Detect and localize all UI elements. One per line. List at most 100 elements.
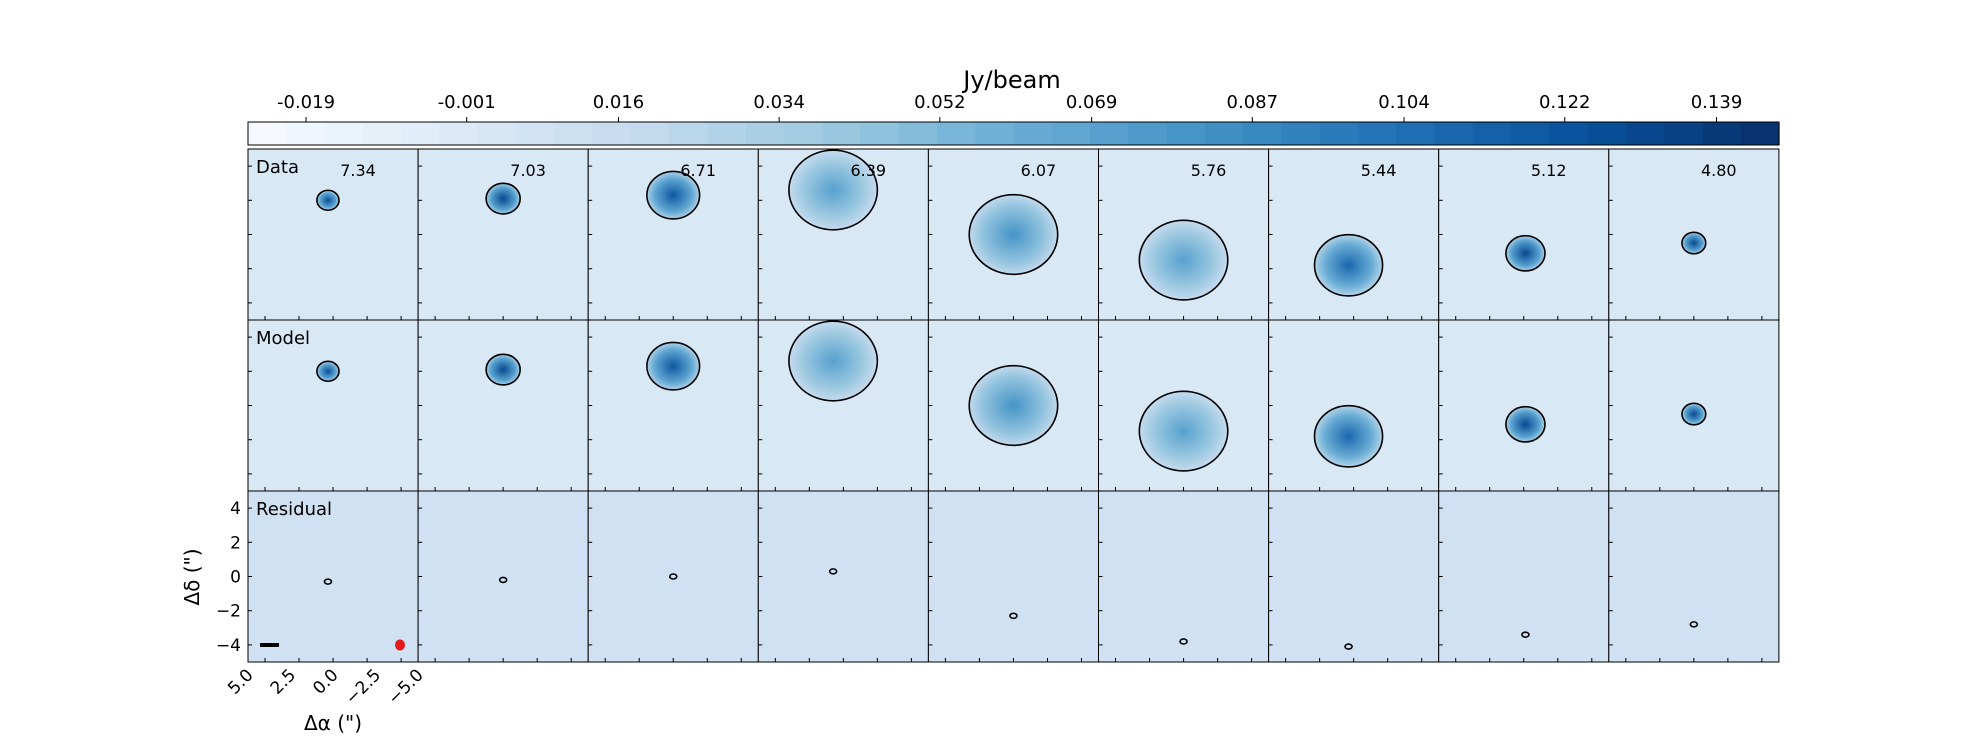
colorbar-level xyxy=(1166,122,1206,145)
colorbar-tick-label: -0.001 xyxy=(438,92,496,113)
channel-panel xyxy=(1438,490,1610,663)
colorbar-level xyxy=(477,122,517,145)
panel-background xyxy=(928,491,1099,662)
panel-background xyxy=(248,320,419,491)
colorbar-level xyxy=(1664,122,1704,145)
emission-blob xyxy=(646,342,700,390)
contour xyxy=(646,170,701,220)
x-tick-label: 0.0 xyxy=(309,665,342,698)
colorbar-level xyxy=(1587,122,1627,145)
panel-background xyxy=(418,320,589,491)
velocity-label: 5.44 xyxy=(1361,161,1397,180)
x-tick-label: −2.5 xyxy=(342,665,385,708)
colorbar-tick-label: 0.104 xyxy=(1378,92,1430,113)
velocity-label: 4.80 xyxy=(1701,161,1737,180)
channel-panel xyxy=(1268,148,1440,321)
panel-background xyxy=(1268,491,1439,662)
colorbar-level xyxy=(286,122,326,145)
channel-panel xyxy=(1268,490,1440,663)
emission-blob xyxy=(1681,232,1706,254)
colorbar-tick-label: 0.069 xyxy=(1066,92,1118,113)
colorbar-level xyxy=(1128,122,1168,145)
colorbar-level xyxy=(1511,122,1550,145)
contour xyxy=(1138,390,1229,472)
colorbar: Jy/beam -0.019 -0.001 0.016 0.034 0.052 0.069… xyxy=(247,66,1780,146)
contour xyxy=(646,341,701,391)
colorbar-level xyxy=(1625,122,1665,145)
contour xyxy=(316,360,340,383)
colorbar-level xyxy=(1243,122,1283,145)
channel-panel xyxy=(1438,319,1610,492)
colorbar-frame xyxy=(247,121,1780,146)
channel-panel xyxy=(417,148,589,321)
panel-background xyxy=(588,491,759,662)
velocity-labels: 7.34 7.03 6.71 6.39 6.07 5.76 5.44 5.12 4.80 xyxy=(340,161,1736,180)
colorbar-tick-label: 0.122 xyxy=(1539,92,1591,113)
x-tick-label: −5.0 xyxy=(384,665,427,708)
emission-blob xyxy=(969,365,1058,446)
colorbar-level xyxy=(1357,122,1397,145)
contour xyxy=(316,189,340,212)
contour xyxy=(788,320,879,402)
emission-blob xyxy=(486,183,521,214)
contour xyxy=(1313,404,1384,468)
velocity-label: 6.71 xyxy=(680,161,716,180)
y-tick-label: 2 xyxy=(230,533,241,553)
emission-blob xyxy=(788,321,878,401)
colorbar-level xyxy=(1702,122,1742,145)
colorbar-level xyxy=(1549,122,1589,145)
channel-panel xyxy=(757,490,929,663)
channel-panel xyxy=(927,490,1100,663)
colorbar-tick-labels: -0.019 -0.001 0.016 0.034 0.052 0.069 0.087 0.1… xyxy=(277,92,1742,122)
colorbar-level xyxy=(975,122,1015,145)
residual-contour xyxy=(1344,643,1353,650)
channel-panel xyxy=(417,319,589,492)
contour xyxy=(485,353,521,386)
colorbar-level xyxy=(1013,122,1053,145)
y-axis-label: Δδ (") xyxy=(180,548,204,605)
panel-background xyxy=(418,491,589,662)
colorbar-level xyxy=(248,122,287,145)
contour xyxy=(1505,405,1546,443)
channel-panel xyxy=(587,148,759,321)
colorbar-level xyxy=(362,122,402,145)
velocity-label: 7.34 xyxy=(340,161,376,180)
colorbar-level xyxy=(707,122,747,145)
panel-background xyxy=(1608,491,1779,662)
channel-panel xyxy=(1608,148,1780,321)
x-axis-label: Δα (") xyxy=(304,711,362,735)
colorbar-level xyxy=(1090,122,1129,145)
colorbar-level xyxy=(822,122,861,145)
panel-background xyxy=(758,491,929,662)
channel-panel xyxy=(927,148,1100,321)
row-label-residual: Residual xyxy=(256,499,332,520)
panel-background xyxy=(418,149,589,320)
colorbar-level xyxy=(1281,122,1321,145)
colorbar-level xyxy=(401,122,440,145)
y-tick-label: 0 xyxy=(230,568,241,588)
channel-panel xyxy=(1098,148,1270,321)
channel-panel xyxy=(587,490,759,663)
channel-panel xyxy=(1268,319,1440,492)
colorbar-tick-label: 0.052 xyxy=(914,92,966,113)
emission-blob xyxy=(316,190,340,211)
channel-panel xyxy=(927,319,1100,492)
row-label-data: Data xyxy=(256,157,299,178)
colorbar-gradient xyxy=(248,122,1780,145)
residual-contour xyxy=(498,576,508,584)
emission-blob xyxy=(1314,405,1383,467)
colorbar-level xyxy=(783,122,823,145)
emission-blob xyxy=(1314,234,1383,296)
channel-panel xyxy=(1098,319,1270,492)
contour xyxy=(1681,402,1707,426)
colorbar-level xyxy=(324,122,364,145)
contour xyxy=(788,149,879,231)
residual-contour xyxy=(828,568,838,575)
emission-blob xyxy=(1139,391,1228,471)
colorbar-level xyxy=(898,122,938,145)
velocity-label: 5.76 xyxy=(1191,161,1227,180)
panel-background xyxy=(1098,491,1269,662)
colorbar-level xyxy=(592,122,632,145)
colorbar-tick-label: 0.087 xyxy=(1227,92,1279,113)
channel-panel xyxy=(247,319,419,492)
